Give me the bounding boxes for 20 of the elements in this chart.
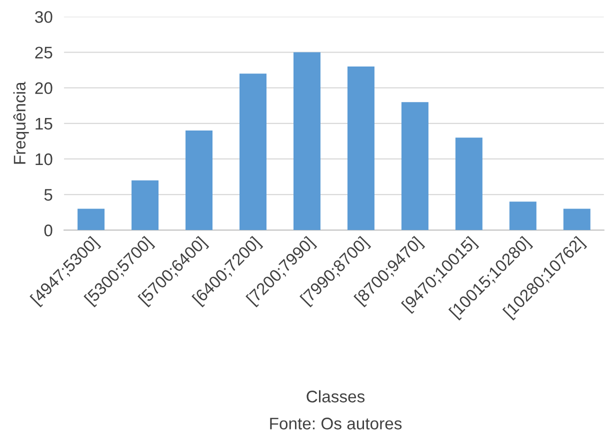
y-tick-label: 5 <box>44 189 52 201</box>
bar <box>347 66 374 230</box>
bar <box>240 74 266 230</box>
bar <box>509 202 536 230</box>
bar <box>293 52 320 230</box>
y-axis-title: Frequência <box>13 82 29 164</box>
y-tick-label: 15 <box>36 118 52 130</box>
y-tick-label: 10 <box>36 153 52 166</box>
bar <box>455 138 482 230</box>
bar <box>563 208 590 230</box>
bar <box>78 208 105 230</box>
x-axis-title: Classes <box>306 390 365 402</box>
y-tick-label: 20 <box>35 82 52 94</box>
y-tick-label: 0 <box>44 224 52 236</box>
bar <box>132 180 159 230</box>
bar <box>186 130 213 230</box>
y-tick-label: 25 <box>35 46 52 58</box>
bar <box>401 102 428 230</box>
source-note: Fonte: Os autores <box>270 418 402 430</box>
y-tick-label: 30 <box>35 11 52 23</box>
